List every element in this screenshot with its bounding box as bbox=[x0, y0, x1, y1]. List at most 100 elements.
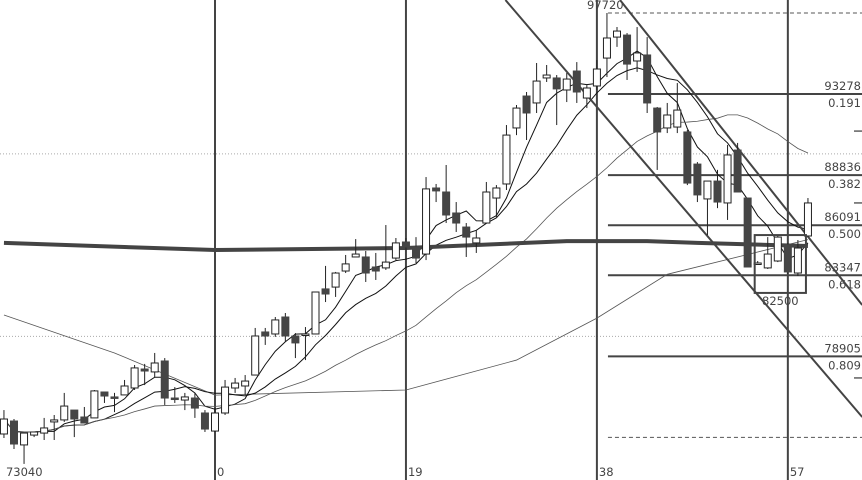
bear-candle bbox=[743, 197, 752, 268]
bull-candle bbox=[512, 107, 521, 129]
bear-candle bbox=[442, 191, 451, 216]
x-tick-label: 19 bbox=[408, 465, 423, 479]
bear-candle bbox=[462, 226, 471, 238]
fib-level-price: 88836 bbox=[824, 160, 861, 174]
box-low-label: 82500 bbox=[762, 294, 799, 308]
bull-candle bbox=[391, 242, 400, 259]
bear-candle bbox=[70, 409, 79, 420]
bear-candle bbox=[552, 77, 561, 90]
bull-candle bbox=[562, 78, 571, 91]
bull-candle bbox=[130, 367, 139, 389]
bull-candle bbox=[492, 187, 501, 199]
bear-candle bbox=[693, 163, 702, 196]
bull-candle bbox=[502, 134, 511, 185]
bull-candle bbox=[180, 396, 189, 401]
fib-level-price: 93278 bbox=[824, 79, 861, 93]
bull-candle bbox=[20, 432, 29, 446]
fib-high-label: 97720 bbox=[587, 0, 624, 12]
bear-candle bbox=[572, 70, 581, 93]
bull-candle bbox=[482, 191, 491, 224]
bull-candle bbox=[30, 431, 39, 436]
ma-line bbox=[3, 67, 809, 433]
bull-candle bbox=[703, 180, 712, 200]
bear-candle bbox=[401, 241, 410, 248]
bear-candle bbox=[522, 95, 531, 114]
bull-candle bbox=[120, 385, 129, 396]
fib-level-price: 83347 bbox=[824, 260, 861, 274]
bear-candle bbox=[412, 246, 420, 259]
bear-candle bbox=[110, 396, 119, 399]
bear-candle bbox=[170, 397, 179, 401]
bear-candle bbox=[100, 391, 109, 397]
fib-level-ratio: 0.500 bbox=[828, 227, 861, 241]
bull-candle bbox=[532, 80, 541, 104]
bear-candle bbox=[713, 180, 722, 203]
bear-candle bbox=[452, 212, 461, 224]
bull-candle bbox=[90, 390, 99, 419]
bear-candle bbox=[321, 288, 330, 295]
long-thin-ma-line bbox=[3, 239, 809, 396]
bull-candle bbox=[251, 335, 260, 376]
fib-level-price: 78905 bbox=[824, 341, 861, 355]
bull-candle bbox=[231, 382, 240, 389]
bear-candle bbox=[10, 420, 18, 445]
bull-candle bbox=[803, 202, 812, 237]
bull-candle bbox=[150, 362, 159, 373]
bull-candle bbox=[673, 109, 682, 128]
range-box bbox=[753, 234, 807, 294]
fib-level-ratio: 0.382 bbox=[828, 177, 861, 191]
bear-candle bbox=[80, 416, 89, 424]
bull-candle bbox=[542, 74, 551, 79]
bear-candle bbox=[653, 107, 662, 133]
bull-candle bbox=[40, 427, 49, 434]
bear-candle bbox=[361, 256, 370, 274]
bull-candle bbox=[773, 236, 782, 262]
bull-candle bbox=[613, 30, 621, 38]
bull-candle bbox=[221, 386, 230, 414]
x-tick-label: 0 bbox=[217, 465, 224, 479]
bull-candle bbox=[271, 319, 280, 335]
bull-candle bbox=[341, 263, 350, 272]
bear-candle bbox=[643, 54, 652, 104]
bear-candle bbox=[160, 360, 169, 399]
bear-candle bbox=[200, 412, 209, 430]
bull-candle bbox=[60, 405, 69, 421]
bear-candle bbox=[140, 368, 149, 372]
bull-candle bbox=[663, 114, 672, 129]
bear-candle bbox=[190, 397, 199, 409]
bull-candle bbox=[351, 253, 360, 258]
bull-candle bbox=[241, 380, 250, 387]
bull-candle bbox=[50, 419, 59, 423]
bull-candle bbox=[582, 87, 591, 99]
long-ma-line bbox=[3, 239, 809, 253]
bull-candle bbox=[311, 291, 320, 335]
bull-candle bbox=[331, 272, 340, 288]
x-tick-label: 73040 bbox=[6, 465, 43, 479]
bear-candle bbox=[291, 335, 300, 344]
bull-candle bbox=[301, 333, 310, 336]
bear-candle bbox=[432, 187, 441, 192]
bull-candle bbox=[602, 37, 611, 59]
bull-candle bbox=[793, 247, 802, 274]
bull-candle bbox=[723, 154, 732, 204]
bull-candle bbox=[763, 253, 772, 269]
bear-candle bbox=[261, 331, 270, 337]
bear-candle bbox=[683, 131, 692, 184]
bull-candle bbox=[422, 188, 431, 255]
bull-candle bbox=[472, 237, 481, 244]
x-tick-label: 38 bbox=[599, 465, 614, 479]
bull-candle bbox=[633, 52, 642, 62]
bull-candle bbox=[592, 68, 601, 87]
fib-level-ratio: 0.809 bbox=[828, 358, 861, 372]
bull-candle bbox=[381, 261, 390, 269]
bear-candle bbox=[371, 266, 380, 272]
bear-candle bbox=[733, 149, 742, 193]
channel-line bbox=[504, 0, 862, 418]
bear-candle bbox=[623, 34, 632, 65]
bull-candle bbox=[211, 412, 219, 432]
bull-candle bbox=[0, 418, 8, 435]
fib-level-ratio: 0.191 bbox=[828, 96, 861, 110]
x-tick-label: 57 bbox=[790, 465, 805, 479]
